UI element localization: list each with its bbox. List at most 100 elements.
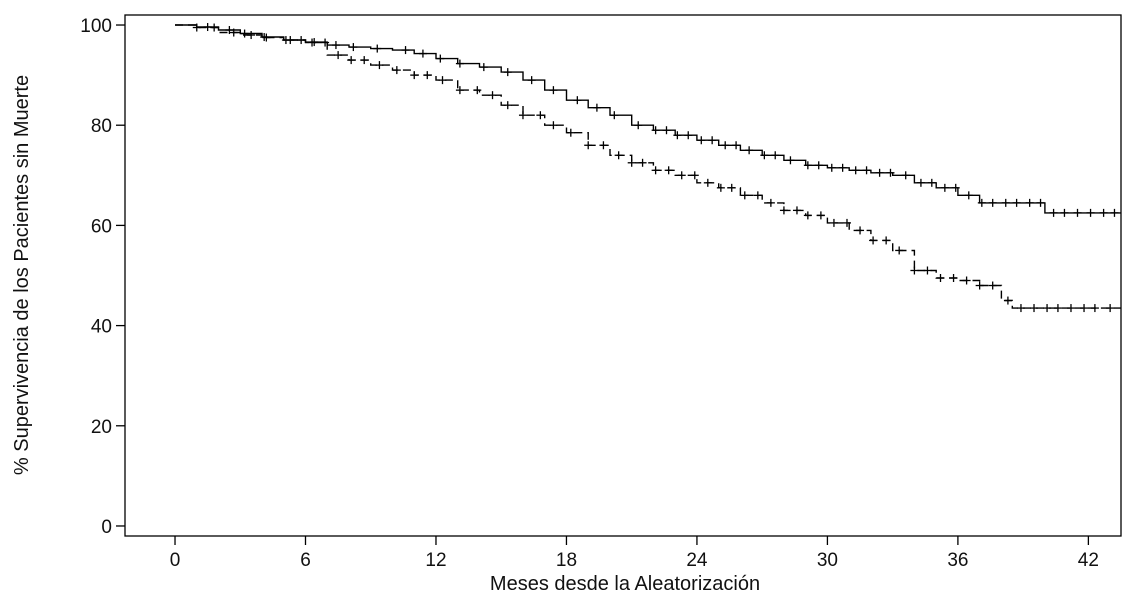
- censor-mark: [827, 163, 836, 172]
- censor-mark: [297, 36, 306, 45]
- censor-mark: [949, 274, 958, 283]
- censor-mark: [740, 191, 749, 200]
- censor-mark: [964, 191, 973, 200]
- censor-mark: [803, 161, 812, 170]
- censor-mark: [1090, 304, 1099, 313]
- censor-mark: [573, 96, 582, 105]
- censor-mark: [951, 183, 960, 192]
- censor-mark: [745, 146, 754, 155]
- censor-mark: [1099, 208, 1108, 217]
- censor-mark: [321, 38, 330, 47]
- censor-mark: [875, 168, 884, 177]
- censor-mark: [308, 38, 317, 47]
- survival-curves: [175, 23, 1121, 313]
- x-tick-label: 6: [300, 550, 311, 571]
- censor-mark: [697, 136, 706, 145]
- censor-mark: [1012, 198, 1021, 207]
- x-tick-label: 36: [947, 550, 968, 571]
- censor-mark: [634, 121, 643, 130]
- censor-mark: [1080, 304, 1089, 313]
- censor-mark: [503, 68, 512, 77]
- censor-mark: [771, 151, 780, 160]
- censor-mark: [584, 141, 593, 150]
- censor-mark: [438, 76, 447, 85]
- censor-mark: [1060, 208, 1069, 217]
- censor-mark: [910, 266, 919, 275]
- censor-mark: [936, 274, 945, 283]
- censor-mark: [803, 211, 812, 220]
- censor-mark: [488, 91, 497, 100]
- x-tick-label: 24: [686, 550, 708, 571]
- y-axis: 0 20 40 60 80 100: [80, 16, 125, 538]
- censor-mark: [716, 183, 725, 192]
- censor-mark: [262, 33, 271, 42]
- censor-mark: [1043, 304, 1052, 313]
- censor-mark: [436, 54, 445, 63]
- y-tick-label: 40: [91, 317, 112, 338]
- censor-mark: [708, 136, 717, 145]
- censor-mark: [664, 166, 673, 175]
- censor-mark: [360, 56, 369, 65]
- censor-mark: [732, 141, 741, 150]
- censor-mark: [786, 156, 795, 165]
- x-tick-label: 30: [817, 550, 838, 571]
- censor-mark: [923, 266, 932, 275]
- survival-curve-solid: [175, 24, 1121, 214]
- censor-mark: [566, 128, 575, 137]
- censor-mark: [842, 218, 851, 227]
- censor-mark: [549, 121, 558, 130]
- censor-mark: [1053, 304, 1062, 313]
- censor-mark: [518, 111, 527, 120]
- censor-mark: [721, 141, 730, 150]
- censor-mark: [651, 126, 660, 135]
- censor-mark: [423, 71, 432, 80]
- censor-mark: [281, 36, 290, 45]
- censor-mark: [727, 183, 736, 192]
- x-tick-label: 42: [1078, 550, 1099, 571]
- censor-mark: [901, 171, 910, 180]
- x-axis: 0 6 12 18 24 30 36 42: [170, 536, 1099, 571]
- survival-curve-dashed: [175, 24, 1121, 309]
- censor-mark: [455, 59, 464, 68]
- censor-mark: [1066, 304, 1075, 313]
- censor-mark: [1106, 304, 1115, 313]
- x-axis-title: Meses desde la Aleatorización: [490, 573, 760, 595]
- censor-mark: [662, 126, 671, 135]
- censor-mark: [1025, 198, 1034, 207]
- censor-mark: [792, 206, 801, 215]
- y-axis-title: % Supervivencia de los Pacientes sin Mue…: [11, 75, 33, 475]
- censor-mark: [210, 23, 219, 32]
- censor-mark: [684, 131, 693, 140]
- censor-mark: [977, 198, 986, 207]
- censor-mark: [927, 178, 936, 187]
- censor-mark: [916, 178, 925, 187]
- censor-mark: [1016, 304, 1025, 313]
- censor-mark: [816, 211, 825, 220]
- censor-mark: [895, 246, 904, 255]
- censor-mark: [1049, 208, 1058, 217]
- censor-mark: [392, 66, 401, 75]
- censor-mark: [225, 26, 234, 35]
- censor-mark: [766, 198, 775, 207]
- censor-mark: [229, 28, 238, 37]
- censor-mark: [410, 71, 419, 80]
- censor-mark: [1003, 296, 1012, 305]
- censor-mark: [862, 166, 871, 175]
- censor-mark: [856, 226, 865, 235]
- censor-mark: [503, 101, 512, 110]
- censor-mark: [455, 86, 464, 95]
- censor-mark: [677, 171, 686, 180]
- censor-mark: [401, 46, 410, 55]
- censor-mark: [814, 161, 823, 170]
- censor-mark: [375, 61, 384, 70]
- censor-mark: [988, 198, 997, 207]
- y-tick-label: 100: [80, 16, 112, 37]
- censor-mark: [418, 49, 427, 58]
- censor-mark: [690, 171, 699, 180]
- plot-frame: [124, 14, 1122, 537]
- x-tick-label: 0: [170, 550, 181, 571]
- censor-mark: [479, 63, 488, 72]
- censor-mark: [592, 103, 601, 112]
- censor-mark: [627, 158, 636, 167]
